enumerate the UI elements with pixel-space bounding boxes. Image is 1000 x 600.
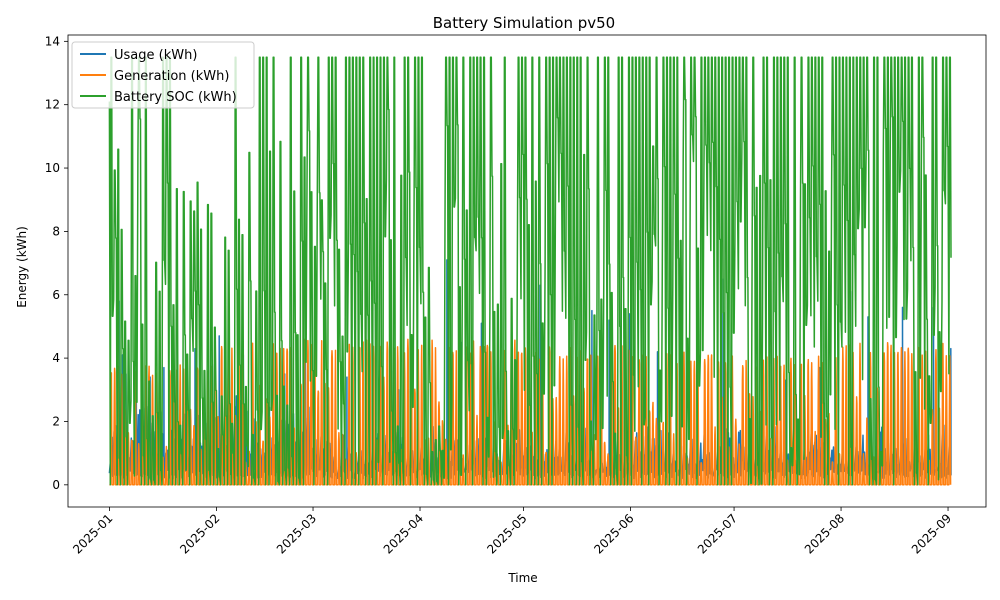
series-generation-line	[109, 338, 952, 486]
legend-label: Generation (kWh)	[114, 69, 229, 84]
legend-label: Battery SOC (kWh)	[114, 90, 237, 105]
y-axis-label: Energy (kWh)	[15, 226, 29, 308]
series-battery-soc-line	[108, 56, 952, 486]
chart-title: Battery Simulation pv50	[433, 14, 615, 32]
plot-frame	[67, 34, 987, 508]
legend-box	[71, 41, 255, 109]
legend: Usage (kWh) Generation (kWh) Battery SOC (…	[71, 41, 255, 109]
y-tick-label: 8	[52, 224, 60, 238]
y-tick-label: 12	[45, 98, 60, 112]
x-axis-label: Time	[507, 571, 537, 585]
y-tick-label: 6	[52, 288, 60, 302]
legend-label: Usage (kWh)	[114, 48, 197, 63]
y-tick-label: 0	[52, 478, 60, 492]
y-tick-label: 14	[45, 34, 60, 48]
y-tick-label: 10	[45, 161, 60, 175]
y-tick-label: 4	[52, 351, 60, 365]
y-tick-label: 2	[52, 414, 60, 428]
